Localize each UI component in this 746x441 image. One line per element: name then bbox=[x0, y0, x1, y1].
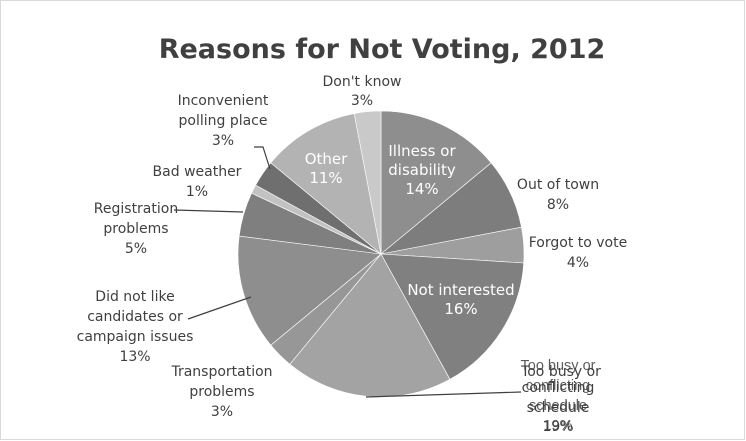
slice-label-registration-line1: Registration bbox=[94, 201, 178, 217]
inside-labels: Illness or disability 14% Other 11% Not … bbox=[305, 142, 515, 318]
pie-slice-did-not-like-candidates-or-campaign-issues bbox=[237, 235, 382, 346]
too-busy-ghost-value: 19% bbox=[543, 418, 572, 434]
slice-label-too-busy-line1: Too busy or bbox=[520, 364, 601, 380]
slice-label-too-busy-value: 19% bbox=[542, 419, 573, 435]
slice-label-did-not-like-line2: candidates or bbox=[87, 309, 183, 325]
slice-label-registration-value: 5% bbox=[125, 241, 147, 257]
slice-label-registration-line2: problems bbox=[103, 221, 168, 237]
slice-label-forgot-name: Forgot to vote bbox=[529, 235, 627, 251]
slice-label-too-busy-line2: conflicting bbox=[522, 380, 595, 396]
leader-line-registration bbox=[173, 209, 244, 213]
too-busy-label-ghost: Too busy or conflicting schedule 19% bbox=[521, 358, 596, 434]
outside-labels: Don't know 3% Inconvenient polling place… bbox=[77, 74, 628, 435]
slice-label-transportation-value: 3% bbox=[211, 404, 233, 420]
too-busy-ghost-line3: schedule bbox=[529, 398, 587, 414]
too-busy-ghost-line2: conflicting bbox=[526, 378, 590, 394]
slice-label-dont-know-value: 3% bbox=[351, 93, 373, 109]
chart-title: Reasons for Not Voting, 2012 bbox=[159, 34, 606, 65]
slice-label-inconvenient-line1: Inconvenient bbox=[178, 93, 269, 109]
slice-label-forgot-value: 4% bbox=[567, 255, 589, 271]
leader-line-too-busy bbox=[365, 391, 522, 398]
pie-slices bbox=[237, 110, 525, 398]
slice-label-not-interested-value: 16% bbox=[444, 300, 477, 318]
slice-label-bad-weather-name: Bad weather bbox=[153, 164, 242, 180]
slice-label-dont-know-name: Don't know bbox=[322, 74, 401, 90]
slice-label-did-not-like-line3: campaign issues bbox=[77, 329, 194, 345]
slice-label-other-name: Other bbox=[305, 150, 348, 168]
slice-label-illness-value: 14% bbox=[405, 180, 438, 198]
too-busy-ghost-line1: Too busy or bbox=[521, 358, 596, 374]
pie-slice-other bbox=[270, 113, 382, 255]
slice-label-not-interested-name: Not interested bbox=[407, 281, 514, 299]
pie-slice-not-interested bbox=[380, 253, 525, 380]
leader-lines bbox=[173, 146, 522, 398]
slice-label-inconvenient-value: 3% bbox=[212, 133, 234, 149]
leader-line-did-not-like bbox=[187, 296, 252, 320]
slice-label-bad-weather-value: 1% bbox=[186, 184, 208, 200]
too-busy-label: Too busy or conflicting schedule 19% bbox=[520, 364, 601, 435]
slice-label-did-not-like-line1: Did not like bbox=[95, 289, 174, 305]
leader-line-inconvenient bbox=[254, 146, 271, 170]
slice-label-inconvenient-line2: polling place bbox=[179, 113, 268, 129]
slice-label-illness-line1: Illness or bbox=[388, 142, 456, 160]
slice-label-other-value: 11% bbox=[309, 169, 342, 187]
slice-label-out-of-town-name: Out of town bbox=[517, 177, 599, 193]
slice-label-transportation-line1: Transportation bbox=[170, 364, 272, 380]
pie-slice-illness-or-disability bbox=[380, 110, 492, 255]
slice-label-transportation-line2: problems bbox=[189, 384, 254, 400]
slice-label-illness-line2: disability bbox=[388, 161, 456, 179]
slice-label-did-not-like-value: 13% bbox=[119, 349, 150, 365]
pie-slice-don-t-know bbox=[353, 110, 382, 255]
slice-label-out-of-town-value: 8% bbox=[547, 197, 569, 213]
slice-label-too-busy-line3: schedule bbox=[527, 400, 590, 416]
